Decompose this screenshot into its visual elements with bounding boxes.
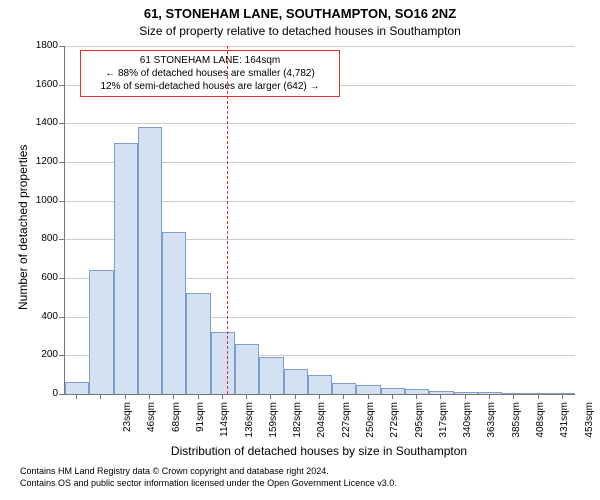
y-tick-label: 200 — [24, 349, 58, 360]
chart-title: 61, STONEHAM LANE, SOUTHAMPTON, SO16 2NZ — [0, 6, 600, 21]
copyright-line-1: Contains HM Land Registry data © Crown c… — [20, 466, 329, 476]
histogram-bar — [429, 391, 453, 394]
y-tick-mark — [59, 46, 64, 47]
property-annotation-box: 61 STONEHAM LANE: 164sqm ← 88% of detach… — [80, 50, 340, 97]
x-tick-label: 136sqm — [244, 402, 255, 448]
x-tick-mark — [246, 394, 247, 399]
x-tick-label: 431sqm — [559, 402, 570, 448]
x-tick-mark — [489, 394, 490, 399]
x-tick-mark — [538, 394, 539, 399]
x-tick-mark — [125, 394, 126, 399]
x-tick-mark — [270, 394, 271, 399]
y-tick-label: 400 — [24, 311, 58, 322]
histogram-bar — [526, 393, 550, 394]
x-tick-label: 91sqm — [195, 402, 206, 448]
histogram-bar — [211, 332, 235, 394]
x-tick-label: 295sqm — [414, 402, 425, 448]
x-tick-mark — [416, 394, 417, 399]
x-tick-label: 272sqm — [389, 402, 400, 448]
x-tick-label: 250sqm — [365, 402, 376, 448]
y-tick-mark — [59, 123, 64, 124]
histogram-bar — [162, 232, 186, 394]
plot-area — [64, 46, 575, 395]
x-tick-mark — [343, 394, 344, 399]
histogram-bar — [551, 393, 575, 394]
x-tick-mark — [465, 394, 466, 399]
x-tick-mark — [392, 394, 393, 399]
x-tick-label: 363sqm — [486, 402, 497, 448]
x-tick-label: 227sqm — [341, 402, 352, 448]
y-tick-label: 0 — [24, 388, 58, 399]
x-tick-label: 453sqm — [584, 402, 595, 448]
annotation-line-3: 12% of semi-detached houses are larger (… — [85, 80, 335, 93]
histogram-bar — [284, 369, 308, 394]
y-tick-label: 1800 — [24, 40, 58, 51]
annotation-line-2: ← 88% of detached houses are smaller (4,… — [85, 67, 335, 80]
y-axis-label: Number of detached properties — [16, 145, 30, 310]
y-gridline — [65, 123, 575, 124]
y-tick-label: 600 — [24, 272, 58, 283]
histogram-bar — [405, 389, 429, 394]
y-tick-mark — [59, 162, 64, 163]
y-tick-label: 1600 — [24, 79, 58, 90]
x-tick-label: 385sqm — [511, 402, 522, 448]
x-tick-label: 204sqm — [316, 402, 327, 448]
y-tick-mark — [59, 201, 64, 202]
x-tick-mark — [295, 394, 296, 399]
histogram-bar — [114, 143, 138, 394]
x-tick-label: 408sqm — [535, 402, 546, 448]
histogram-bar — [65, 382, 89, 394]
x-tick-label: 23sqm — [122, 402, 133, 448]
histogram-bar — [186, 293, 210, 394]
histogram-bar — [381, 388, 405, 394]
x-tick-label: 68sqm — [171, 402, 182, 448]
x-tick-mark — [173, 394, 174, 399]
y-tick-label: 1200 — [24, 156, 58, 167]
x-tick-label: 46sqm — [146, 402, 157, 448]
x-tick-label: 114sqm — [219, 402, 230, 448]
chart-subtitle: Size of property relative to detached ho… — [0, 24, 600, 38]
y-tick-label: 1000 — [24, 195, 58, 206]
histogram-bar — [89, 270, 113, 394]
y-tick-mark — [59, 85, 64, 86]
x-tick-mark — [198, 394, 199, 399]
x-tick-label: 182sqm — [292, 402, 303, 448]
property-size-histogram: { "titles": { "main": "61, STONEHAM LANE… — [0, 0, 600, 500]
x-tick-label: 340sqm — [462, 402, 473, 448]
histogram-bar — [138, 127, 162, 394]
histogram-bar — [356, 385, 380, 394]
x-tick-mark — [222, 394, 223, 399]
y-tick-mark — [59, 239, 64, 240]
y-tick-mark — [59, 394, 64, 395]
histogram-bar — [502, 393, 526, 394]
x-tick-mark — [368, 394, 369, 399]
x-tick-mark — [440, 394, 441, 399]
x-tick-mark — [100, 394, 101, 399]
x-tick-mark — [562, 394, 563, 399]
annotation-line-1: 61 STONEHAM LANE: 164sqm — [85, 54, 335, 67]
x-tick-label: 159sqm — [268, 402, 279, 448]
x-tick-mark — [513, 394, 514, 399]
y-tick-mark — [59, 278, 64, 279]
x-tick-label: 317sqm — [438, 402, 449, 448]
histogram-bar — [235, 344, 259, 394]
y-gridline — [65, 46, 575, 47]
x-tick-mark — [76, 394, 77, 399]
histogram-bar — [454, 392, 478, 394]
histogram-bar — [332, 383, 356, 394]
histogram-bar — [308, 375, 332, 394]
copyright-line-2: Contains OS and public sector informatio… — [20, 478, 397, 488]
y-tick-label: 800 — [24, 233, 58, 244]
y-tick-label: 1400 — [24, 117, 58, 128]
y-tick-mark — [59, 355, 64, 356]
marker-line — [227, 46, 228, 394]
x-tick-mark — [149, 394, 150, 399]
histogram-bar — [259, 357, 283, 394]
x-tick-mark — [319, 394, 320, 399]
y-tick-mark — [59, 317, 64, 318]
